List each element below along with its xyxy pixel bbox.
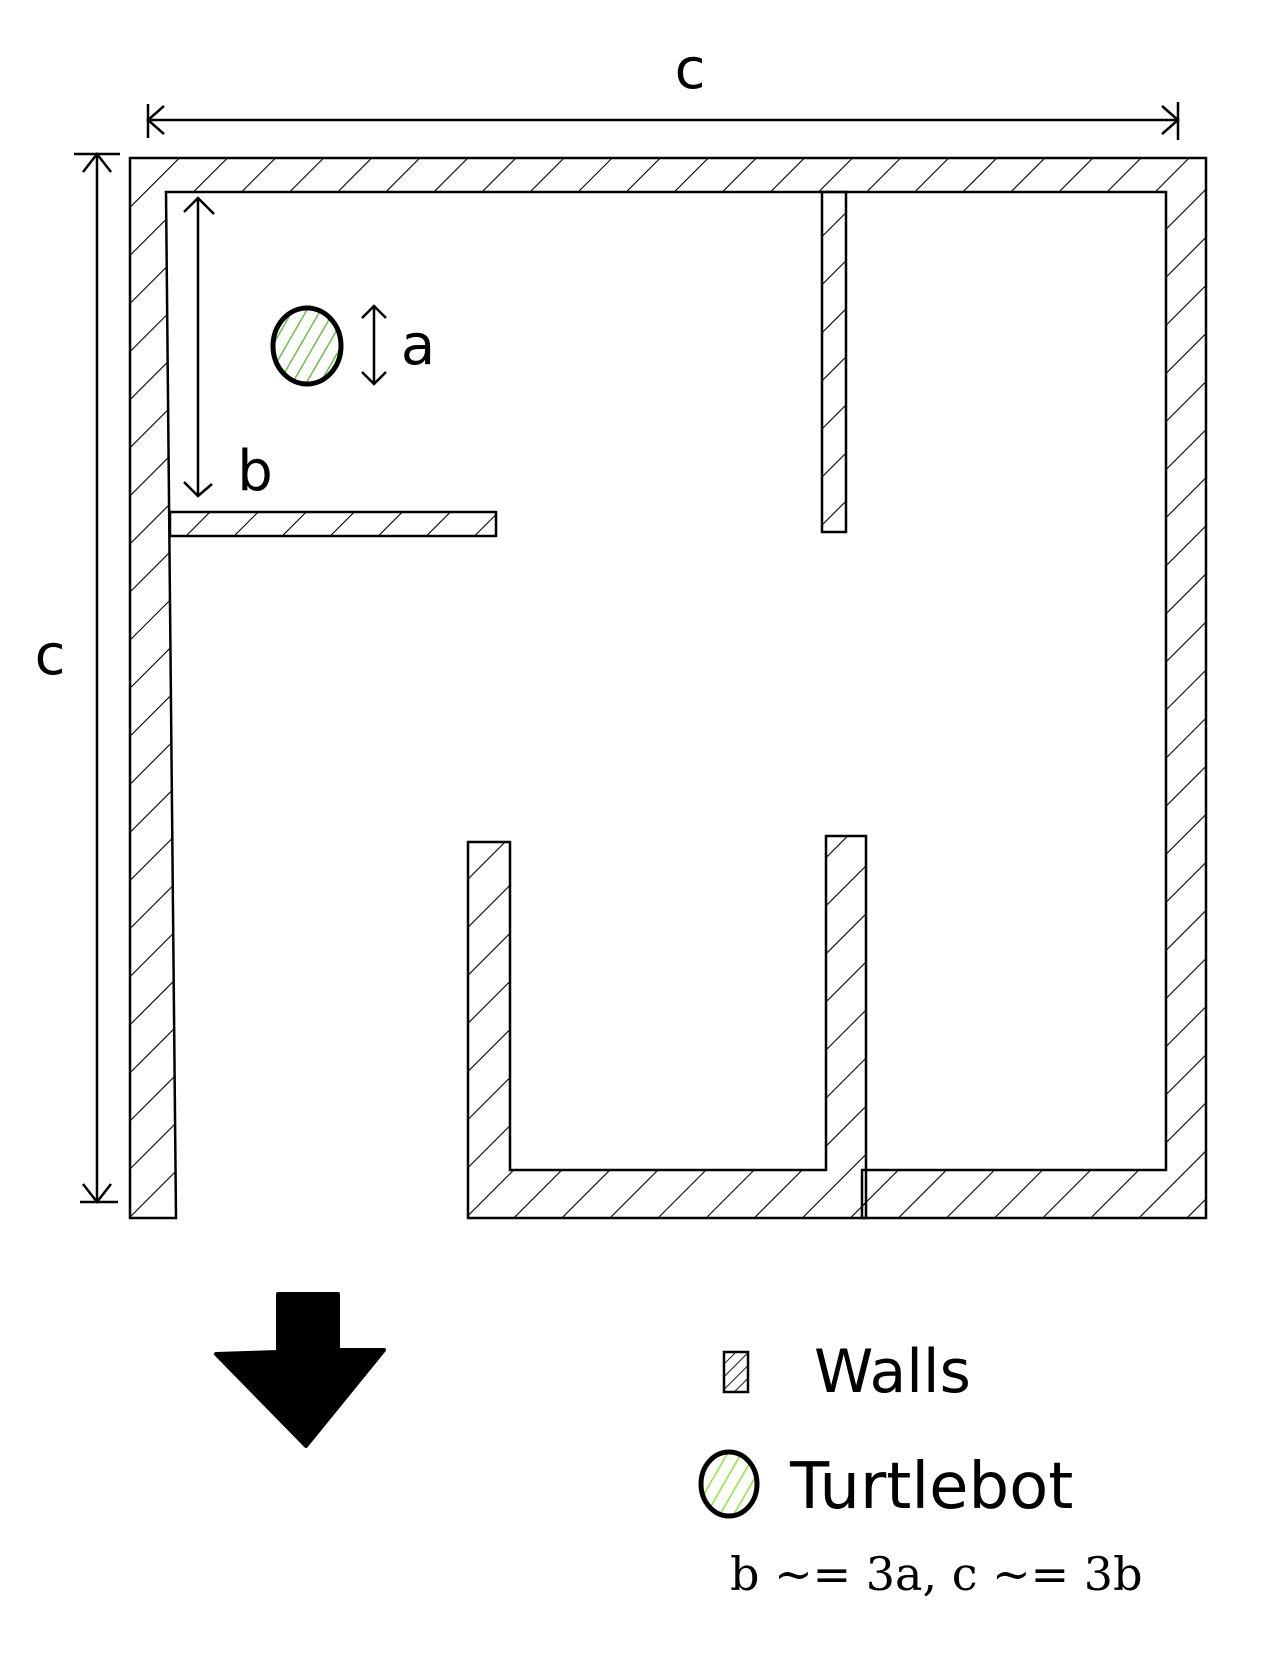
maze-walls xyxy=(128,156,1208,1220)
size-relation: b ~= 3a, c ~= 3b xyxy=(730,1547,1143,1601)
down-arrow-icon xyxy=(214,1292,386,1448)
walls-legend-swatch xyxy=(722,1350,750,1394)
top-dimension: c xyxy=(146,37,1180,140)
gap-dimension-label: b xyxy=(237,439,273,504)
robot-size-dimension: a xyxy=(361,304,435,386)
left-dimension-label: c xyxy=(35,623,66,688)
turtlebot xyxy=(270,305,344,387)
turtlebot-legend-label: Turtlebot xyxy=(789,1450,1073,1524)
robot-size-label: a xyxy=(401,313,435,378)
legend: Walls Turtlebot b ~= 3a, c ~= 3b xyxy=(698,1337,1143,1601)
bottom-u-wall xyxy=(466,834,868,1220)
walls-legend-label: Walls xyxy=(814,1337,971,1407)
turtlebot-legend-swatch xyxy=(698,1449,760,1519)
upper-divider-wall xyxy=(820,190,848,534)
top-dimension-label: c xyxy=(675,37,706,102)
gap-dimension: b xyxy=(183,196,273,504)
outer-wall xyxy=(128,156,1208,1220)
turtlebot-body xyxy=(270,305,344,387)
ledge-wall xyxy=(168,510,498,538)
left-dimension: c xyxy=(35,151,120,1205)
